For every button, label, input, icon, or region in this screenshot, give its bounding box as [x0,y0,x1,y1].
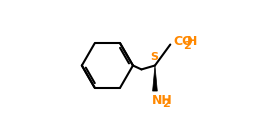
Text: H: H [187,35,197,48]
Text: S: S [150,52,158,62]
Text: 2: 2 [183,41,191,51]
Text: CO: CO [173,35,193,48]
Text: 2: 2 [163,99,170,109]
Text: NH: NH [152,94,173,107]
Polygon shape [153,66,157,91]
